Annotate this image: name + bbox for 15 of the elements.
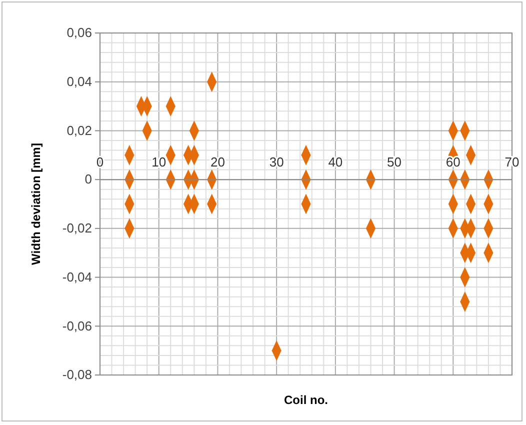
y-tick-label: 0,04	[66, 74, 92, 90]
y-tick-label: 0,06	[66, 25, 92, 40]
y-tick-label: -0,02	[62, 220, 92, 236]
x-tick-label: 20	[210, 154, 225, 170]
y-tick-label: 0	[84, 172, 92, 187]
y-axis-title: Width deviation [mm]	[29, 143, 43, 265]
y-tick-label: -0,04	[62, 269, 92, 284]
y-tick-label: -0,06	[62, 318, 92, 334]
x-tick-label: 30	[269, 154, 284, 170]
x-tick-label: 10	[152, 154, 166, 170]
x-axis-title: Coil no.	[284, 393, 328, 407]
x-tick-label: 50	[387, 154, 402, 170]
y-tick-label: -0,08	[62, 367, 92, 382]
x-tick-label: 40	[328, 154, 343, 170]
y-tick-label: 0,02	[66, 122, 92, 138]
